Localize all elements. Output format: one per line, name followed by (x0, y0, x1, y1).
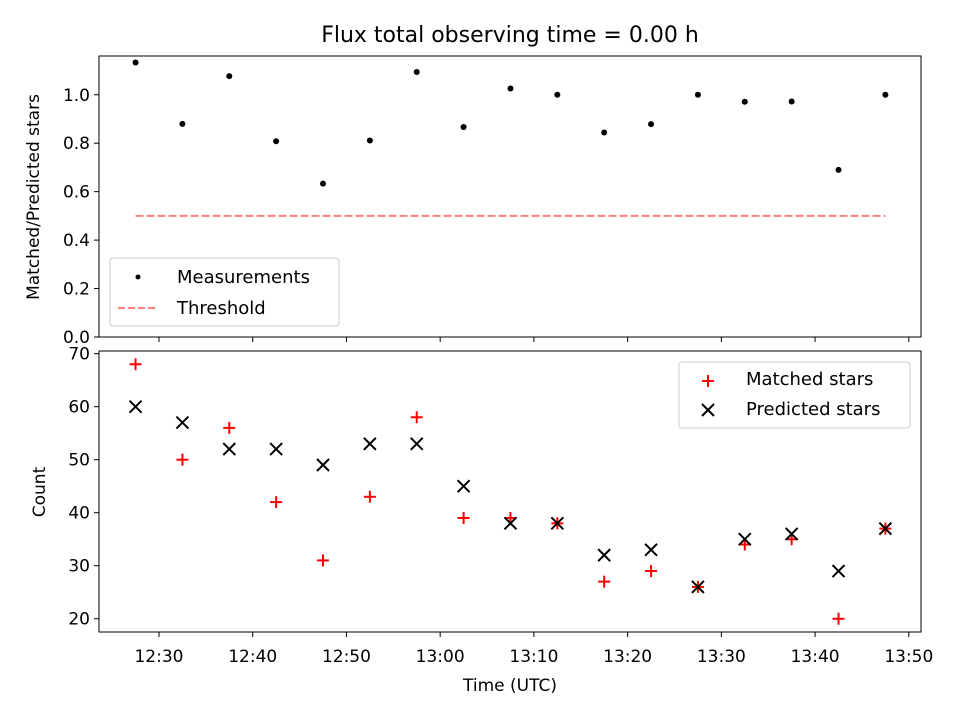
matched-star-point (645, 565, 658, 578)
predicted-star-point (316, 458, 330, 472)
bottom-y-tick-label: 70 (68, 345, 90, 365)
measurement-point (507, 85, 514, 92)
bottom-y-tick-label: 40 (68, 504, 90, 524)
predicted-star-point (503, 516, 518, 531)
bottom-y-tick-label: 50 (68, 451, 90, 471)
predicted-star-point (456, 479, 471, 493)
measurement-point (694, 91, 701, 98)
measurement-point (741, 98, 748, 105)
x-tick-label: 13:50 (884, 647, 933, 667)
chart-title: Flux total observing time = 0.00 h (321, 23, 699, 48)
legend-threshold-label: Threshold (176, 298, 266, 319)
bottom-axes-frame (98, 350, 922, 633)
predicted-star-point (644, 543, 658, 557)
top-y-tick-label: 0.8 (63, 134, 90, 154)
x-axis-label: Time (UTC) (462, 676, 557, 696)
bottom-y-tick-label: 60 (68, 398, 90, 418)
predicted-star-point (691, 580, 705, 594)
matched-star-point (832, 612, 845, 625)
predicted-star-point (597, 548, 611, 562)
matched-star-point (598, 575, 611, 588)
measurement-point (132, 59, 139, 66)
legend-predicted-label: Predicted stars (746, 399, 880, 420)
measurement-point (601, 129, 608, 136)
measurement-point (320, 180, 327, 187)
predicted-star-point (784, 527, 799, 541)
measurement-point (554, 91, 561, 98)
matched-star-point (410, 411, 423, 424)
top-y-tick-label: 0.4 (63, 231, 90, 251)
legend-matched-marker (702, 375, 714, 387)
legend-predicted-marker (701, 403, 715, 417)
top-y-tick-label: 0.6 (63, 183, 90, 203)
predicted-star-point (878, 521, 893, 536)
x-tick-label: 13:00 (416, 647, 465, 667)
measurement-point (413, 68, 420, 75)
bottom-legend: Matched stars Predicted stars (678, 361, 911, 429)
measurement-point (788, 98, 795, 105)
predicted-star-point (175, 415, 190, 430)
x-tick-label: 12:50 (322, 647, 371, 667)
predicted-star-point (738, 532, 752, 546)
bottom-y-tick-label: 30 (68, 557, 90, 577)
x-tick-label: 13:10 (509, 647, 558, 667)
matched-star-point (363, 490, 376, 503)
x-tick-label: 13:40 (791, 647, 840, 667)
predicted-star-point (269, 442, 283, 456)
predicted-star-point (410, 437, 424, 451)
top-axes-frame (98, 55, 922, 338)
top-y-tick-label: 0.2 (63, 280, 90, 300)
matched-star-point (129, 358, 142, 371)
measurement-point (882, 91, 889, 98)
top-legend: Measurements Threshold (109, 257, 340, 327)
predicted-star-point (128, 399, 143, 414)
bottom-plot-area (128, 358, 893, 625)
predicted-star-point (363, 437, 377, 451)
matched-star-point (176, 453, 189, 466)
x-tick-label: 13:30 (697, 647, 746, 667)
matched-star-point (457, 512, 470, 525)
measurement-point (179, 120, 186, 127)
top-y-tick-label: 0.0 (63, 328, 90, 348)
measurement-point (366, 137, 373, 144)
top-y-axis-label: Matched/Predicted stars (24, 94, 44, 300)
x-tick-label: 13:20 (603, 647, 652, 667)
matched-star-point (223, 421, 236, 434)
matched-star-point (270, 496, 283, 509)
predicted-star-point (550, 516, 565, 531)
x-tick-label: 12:40 (228, 647, 277, 667)
measurement-point (835, 166, 842, 173)
measurement-point (648, 121, 655, 128)
predicted-star-point (222, 442, 236, 456)
top-y-tick-label: 1.0 (63, 86, 90, 106)
legend-measurements-marker (135, 274, 141, 280)
predicted-star-point (831, 564, 846, 578)
top-plot-area (132, 59, 889, 217)
bottom-y-axis-label: Count (30, 466, 50, 517)
legend-measurements-label: Measurements (177, 267, 310, 288)
matched-star-point (317, 554, 330, 567)
x-tick-label: 12:30 (134, 647, 183, 667)
measurement-point (273, 138, 280, 145)
measurement-point (226, 73, 233, 80)
bottom-y-tick-label: 20 (68, 610, 90, 630)
measurement-point (460, 123, 467, 130)
legend-matched-label: Matched stars (746, 369, 873, 390)
